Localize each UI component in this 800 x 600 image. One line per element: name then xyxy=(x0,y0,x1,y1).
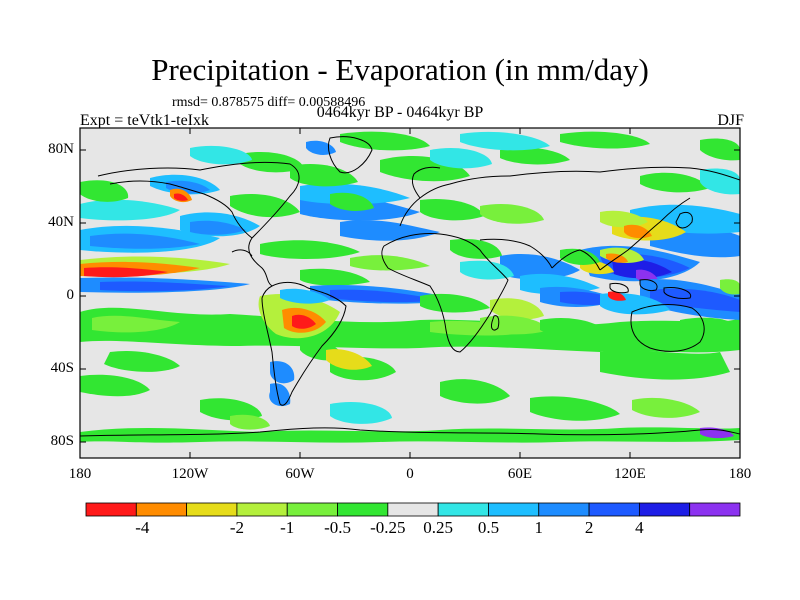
lat-label-40s: 40S xyxy=(50,360,74,376)
antarctica-coast xyxy=(80,427,740,437)
north-america-coast xyxy=(97,161,300,287)
colorbar-box xyxy=(689,502,741,517)
period-label: 0464kyr BP - 0464kyr BP xyxy=(316,104,484,121)
stats-label: rmsd= 0.878575 diff= 0.00588496 xyxy=(172,95,366,110)
coastlines xyxy=(80,136,740,437)
colorbar xyxy=(85,502,741,517)
colorbar-box xyxy=(85,502,137,517)
lon-label-60e: 60E xyxy=(507,466,533,482)
plot-title: Precipitation - Evaporation (in mm/day) xyxy=(151,52,649,87)
colorbar-label: 0.25 xyxy=(423,518,454,537)
lon-label-60w: 60W xyxy=(285,466,315,482)
colorbar-box xyxy=(488,502,540,517)
lat-label-80n: 80N xyxy=(48,141,74,157)
colorbar-label: -1 xyxy=(280,518,295,537)
colorbar-label: -0.5 xyxy=(324,518,351,537)
lon-label-0: 0 xyxy=(406,466,414,482)
lon-label-120e: 120E xyxy=(614,466,646,482)
colorbar-box xyxy=(186,502,238,517)
colorbar-box xyxy=(437,502,489,517)
colorbar-box xyxy=(538,502,590,517)
madagascar-coast xyxy=(491,315,500,331)
lon-label-180e: 180 xyxy=(728,466,752,482)
lat-label-80s: 80S xyxy=(50,433,74,449)
colorbar-label: 0.5 xyxy=(477,518,500,537)
south-america-coast xyxy=(261,281,347,406)
maritime-islands xyxy=(609,279,692,299)
axis-ticks xyxy=(80,128,740,458)
colorbar-label: -0.25 xyxy=(370,518,406,537)
colorbar-label: -4 xyxy=(135,518,150,537)
colorbar-box xyxy=(387,502,439,517)
colorbar-label: 1 xyxy=(534,518,544,537)
southern-storm-band xyxy=(80,307,740,353)
lon-label-120w: 120W xyxy=(171,466,209,482)
colorbar-box xyxy=(286,502,338,517)
colorbar-box xyxy=(588,502,640,517)
lon-label-180w: 180 xyxy=(68,466,92,482)
japan-coast xyxy=(675,211,693,229)
lat-label-0: 0 xyxy=(66,287,75,303)
season-label: DJF xyxy=(717,112,744,129)
colorbar-box xyxy=(337,502,389,517)
greenland-coast xyxy=(327,136,373,174)
map-panel xyxy=(80,128,740,458)
colorbar-box xyxy=(236,502,288,517)
colorbar-label: 2 xyxy=(584,518,594,537)
colorbar-box xyxy=(135,502,188,517)
lat-label-40n: 40N xyxy=(48,214,74,230)
africa-coast xyxy=(381,233,509,353)
colorbar-label: 4 xyxy=(635,518,644,537)
australia-coast xyxy=(630,304,705,352)
colorbar-box xyxy=(638,502,691,517)
colorbar-label: -2 xyxy=(229,518,244,537)
experiment-label: Expt = teVtk1-teIxk xyxy=(80,112,209,129)
